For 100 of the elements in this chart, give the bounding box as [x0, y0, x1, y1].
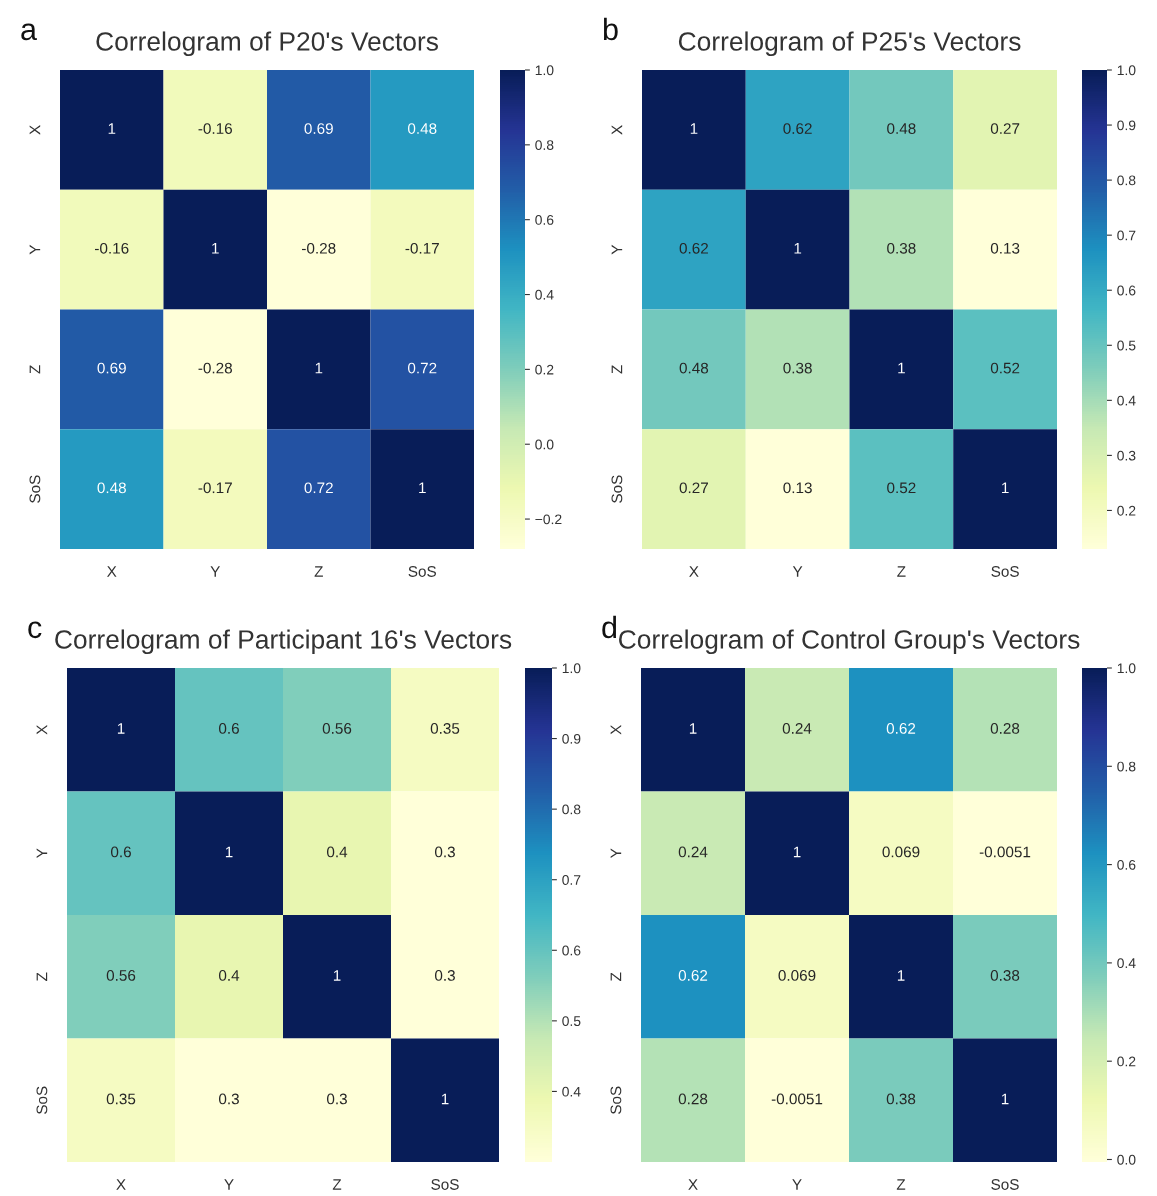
y-tick-label: Z — [610, 972, 622, 981]
data-label: 0.62 — [783, 123, 812, 134]
color-bar-label: 0.3 — [1117, 450, 1136, 461]
color-bar-label: 0.5 — [1117, 340, 1136, 351]
data-label: 0.38 — [990, 970, 1020, 981]
x-tick-label: Z — [314, 566, 323, 577]
data-label: -0.28 — [198, 362, 232, 374]
data-label: 1 — [794, 243, 802, 254]
data-label: 0.6 — [110, 846, 131, 858]
y-tick-label: X — [29, 125, 41, 135]
data-label: 0.069 — [882, 846, 920, 858]
y-tick-label: SoS — [36, 1086, 48, 1114]
color-bar-label: 0.8 — [1117, 761, 1136, 772]
x-tick-label: X — [689, 566, 699, 577]
data-label: 0.24 — [678, 846, 708, 858]
color-bar-label: 1.0 — [535, 65, 554, 76]
data-label: 1 — [1002, 482, 1009, 494]
y-tick-label: Y — [611, 244, 623, 255]
color-bar-label: 0.2 — [1117, 505, 1136, 516]
data-label: -0.17 — [405, 242, 439, 254]
data-label: 0.13 — [990, 242, 1020, 254]
color-bar-label: 0.6 — [1117, 285, 1136, 296]
text: a — [21, 23, 37, 41]
y-tick-label: Z — [29, 365, 41, 374]
data-label: 1 — [1001, 1093, 1009, 1105]
data-label: 0.69 — [304, 123, 333, 134]
y-tick-label: Z — [611, 365, 623, 374]
data-label: -0.0051 — [771, 1093, 823, 1105]
data-label: 0.27 — [679, 482, 708, 494]
data-label: 1 — [225, 846, 233, 858]
color-bar-label: 0.9 — [562, 733, 581, 744]
y-tick-label: Y — [29, 244, 41, 255]
x-tick-label: Y — [792, 1179, 802, 1190]
chart-title: Correlogram of P20's Vectors — [96, 31, 438, 57]
data-label: 0.38 — [783, 362, 812, 374]
color-bar-label: 0.8 — [1117, 175, 1136, 186]
color-bar-label: 0.7 — [1117, 230, 1136, 241]
color-bar-label: 0.6 — [1117, 859, 1136, 870]
x-tick-label: Y — [224, 1179, 234, 1190]
x-tick-label: Z — [332, 1179, 342, 1190]
data-label: 1 — [689, 723, 697, 734]
x-tick-label: Y — [210, 566, 221, 577]
color-bar-label: 0.7 — [562, 875, 581, 885]
text: b — [603, 17, 618, 41]
data-label: 1 — [212, 243, 219, 254]
chart-title: Correlogram of Participant 16's Vectors — [55, 629, 512, 655]
data-label: 1 — [897, 970, 905, 981]
color-bar-label: 0.9 — [1117, 120, 1136, 131]
x-tick-label: SoS — [991, 1179, 1019, 1190]
data-label: 1 — [898, 362, 905, 374]
data-label: 0.13 — [783, 482, 812, 494]
data-label: 0.069 — [778, 970, 816, 981]
y-tick-label: Y — [36, 848, 48, 859]
color-bar-label: 1.0 — [562, 663, 581, 674]
data-label: 0.3 — [218, 1093, 239, 1105]
data-label: 0.38 — [886, 1093, 916, 1105]
data-label: 0.62 — [679, 242, 708, 254]
y-tick-label: Y — [610, 848, 622, 859]
data-label: 1 — [441, 1093, 449, 1105]
color-bar-label: 0.6 — [562, 945, 581, 956]
data-label: 0.48 — [407, 123, 437, 134]
color-bar-label: 0.4 — [535, 289, 554, 300]
color-bar-label: 0.0 — [1117, 1154, 1136, 1165]
color-bar-label: 0.8 — [562, 804, 581, 815]
y-tick-label: SoS — [610, 1086, 622, 1114]
data-label: 0.28 — [678, 1093, 708, 1105]
y-tick-label: SoS — [29, 475, 41, 503]
y-tick-label: X — [36, 724, 48, 735]
x-tick-label: Z — [897, 566, 906, 577]
chart-title: Correlogram of Control Group's Vectors — [619, 629, 1080, 655]
data-label: 0.48 — [679, 362, 709, 374]
x-tick-label: X — [116, 1179, 126, 1190]
x-tick-label: Y — [792, 566, 803, 577]
data-label: 1 — [117, 723, 125, 734]
data-label: -0.16 — [95, 242, 129, 254]
data-label: 0.3 — [326, 1093, 347, 1105]
data-label: 1 — [419, 482, 426, 494]
y-tick-label: X — [610, 724, 622, 735]
data-label: 0.3 — [434, 846, 455, 858]
color-bar-label: 0.4 — [562, 1086, 581, 1097]
data-label: 0.28 — [990, 723, 1020, 734]
data-label: 0.24 — [782, 723, 812, 734]
data-label: 0.56 — [106, 970, 136, 981]
data-label: 0.35 — [430, 723, 460, 734]
color-bar-label: 0.2 — [535, 364, 554, 375]
chart-title: Correlogram of P25's Vectors — [678, 31, 1021, 57]
data-label: 0.69 — [97, 362, 126, 374]
data-label: 0.35 — [106, 1093, 136, 1105]
text: d — [602, 615, 617, 639]
color-bar-label: 0.6 — [535, 215, 554, 225]
text: c — [28, 621, 42, 639]
data-label: 1 — [333, 970, 341, 981]
x-tick-label: Z — [896, 1179, 906, 1190]
data-label: 0.6 — [218, 723, 239, 734]
data-label: 0.56 — [322, 723, 352, 734]
x-tick-label: X — [688, 1179, 698, 1190]
data-label: 1 — [108, 123, 116, 134]
y-tick-label: X — [611, 125, 623, 135]
x-tick-label: SoS — [408, 566, 436, 577]
x-tick-label: X — [107, 566, 117, 577]
